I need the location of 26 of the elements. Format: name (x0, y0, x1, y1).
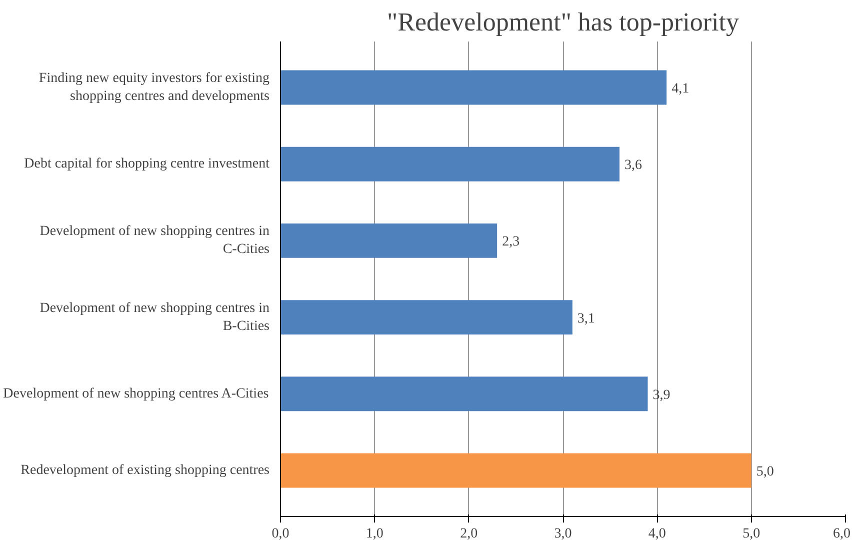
x-tick-label: 5,0 (742, 526, 760, 542)
bar (280, 376, 648, 412)
x-tick-label: 0,0 (272, 526, 290, 542)
x-tick-label: 4,0 (648, 526, 666, 542)
data-label: 3,1 (577, 311, 595, 326)
x-tick-label: 3,0 (554, 526, 572, 542)
bar (280, 453, 752, 488)
bar (280, 223, 498, 258)
y-tick-label: Development of new shopping centres in B-Cities (40, 300, 270, 334)
x-tick-label: 6,0 (833, 526, 850, 542)
data-label: 4,1 (672, 81, 690, 96)
chart-title: "Redevelopment" has top-priority (387, 8, 739, 36)
bar (280, 146, 620, 182)
y-tick-label: Development of new shopping centres A-Cities (3, 386, 269, 402)
data-label: 3,6 (624, 158, 642, 174)
y-tick-label: Finding new equity investors for existing shopping centres and developments (38, 70, 270, 104)
x-tick-label: 2,0 (460, 526, 478, 542)
y-tick-label: Development of new shopping centres in C-Cities (40, 224, 270, 258)
y-tick-label: Redevelopment of existing shopping centres (20, 463, 270, 478)
data-label: 2,3 (502, 234, 520, 250)
y-tick-label: Debt capital for shopping centre investment (24, 156, 270, 172)
data-label: 5,0 (756, 464, 774, 480)
bar (280, 70, 667, 105)
x-tick-label: 1,0 (366, 526, 384, 542)
data-label: 3,9 (652, 388, 670, 403)
bar (280, 300, 572, 335)
